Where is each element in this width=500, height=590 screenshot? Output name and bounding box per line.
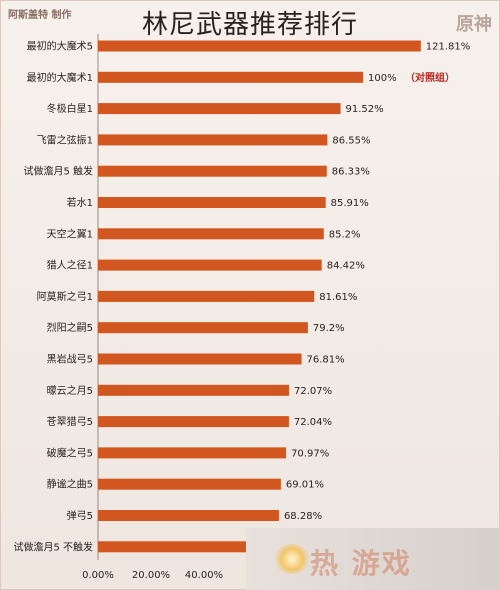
bar [98, 322, 308, 334]
game-logo: 原神 [456, 14, 492, 35]
category-label: 最初的大魔术5 [27, 40, 93, 53]
data-label: 85.91% [331, 198, 369, 209]
watermark-panel: 热 游戏 [246, 528, 500, 590]
bar [98, 197, 326, 208]
data-label: 91.52% [346, 104, 384, 115]
bar [98, 510, 279, 521]
annotation-label: （对照组） [405, 71, 455, 84]
flame-icon [274, 544, 310, 574]
data-label: 79.2% [313, 323, 345, 334]
data-label: 72.07% [294, 386, 332, 397]
data-label: 69.01% [286, 480, 324, 491]
x-tick-label: 0.00% [82, 570, 114, 581]
bar [98, 290, 315, 302]
x-tick-label: 40.00% [185, 570, 223, 581]
category-label: 曚云之月5 [47, 384, 93, 397]
category-label: 静谧之曲5 [47, 478, 93, 491]
bar [98, 384, 289, 396]
category-label: 黑岩战弓5 [47, 353, 93, 366]
data-label: 81.61% [319, 292, 357, 303]
watermark-text: 热 游戏 [310, 547, 412, 580]
category-label: 飞雷之弦振1 [37, 133, 93, 146]
category-label: 最初的大魔术1 [27, 71, 93, 84]
category-label: 天空之翼1 [47, 227, 93, 240]
data-label: 70.97% [291, 448, 329, 459]
category-label: 破魔之弓5 [47, 446, 93, 459]
bar [98, 165, 327, 177]
data-label: 72.04% [294, 417, 332, 428]
data-label: 121.81% [426, 42, 471, 53]
data-label: 76.81% [307, 355, 345, 366]
bar [98, 134, 328, 146]
category-label: 冬极白星1 [47, 102, 93, 115]
data-label: 86.55% [332, 135, 370, 146]
bar [98, 103, 341, 115]
data-label: 84.42% [327, 261, 365, 272]
category-label: 试做澹月5 触发 [23, 165, 93, 178]
data-label: 100% [368, 73, 397, 84]
bar [98, 71, 363, 83]
bar [98, 40, 421, 52]
data-label: 68.28% [284, 511, 322, 522]
bar [98, 259, 322, 271]
page-title: 林尼武器推荐排行 [141, 10, 358, 40]
category-label: 弹弓5 [67, 509, 93, 522]
x-tick-label: 20.00% [132, 570, 170, 581]
bar [98, 416, 289, 428]
bar [98, 447, 287, 459]
bar [98, 353, 302, 365]
category-label: 烈阳之嗣5 [47, 321, 93, 334]
category-label: 若水1 [67, 196, 93, 209]
bar [98, 478, 281, 490]
data-label: 85.2% [329, 229, 361, 240]
category-label: 阿莫斯之弓1 [37, 290, 93, 303]
author-credit: 阿斯盖特 制作 [8, 10, 72, 21]
data-label: 86.33% [332, 167, 370, 178]
bar [98, 228, 324, 240]
bar [98, 541, 257, 553]
category-label: 试做澹月5 不触发 [13, 540, 93, 553]
category-label: 苍翠猎弓5 [47, 415, 93, 428]
category-label: 猎人之径1 [47, 259, 93, 272]
